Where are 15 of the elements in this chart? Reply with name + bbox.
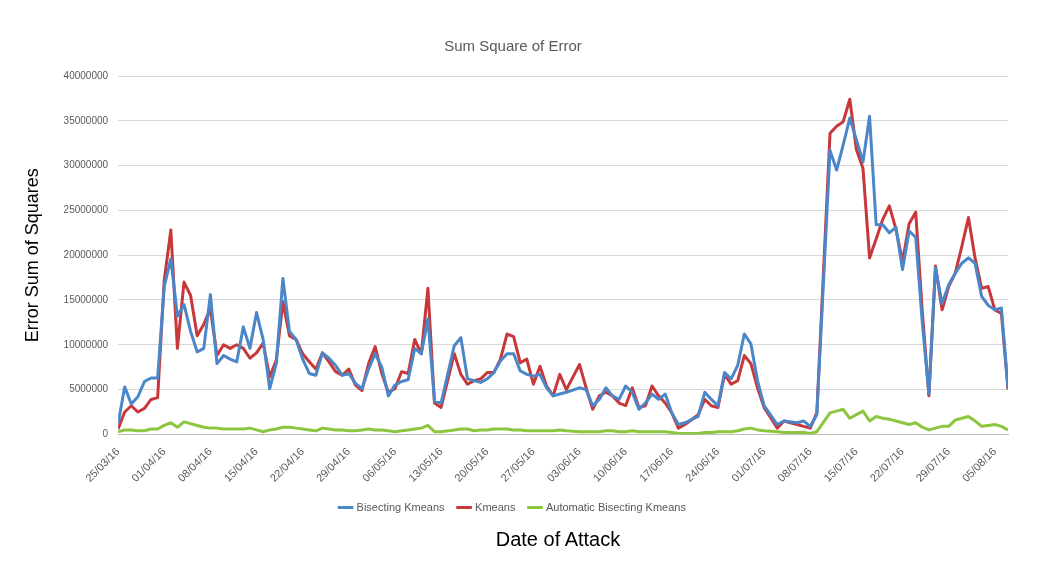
y-tick-label: 0 [102,428,109,440]
legend-label: Automatic Bisecting Kmeans [545,500,687,513]
y-tick-label: 40000000 [63,69,109,81]
y-tick-label: 15000000 [63,293,109,305]
y-tick-label: 20000000 [63,248,109,260]
y-tick-label: 5000000 [69,383,109,395]
y-tick-label: 35000000 [63,114,109,126]
y-axis-title: Error Sum of Squares [21,168,42,343]
legend-label: Kmeans [475,500,516,513]
y-tick-label: 25000000 [63,204,109,216]
legend-label: Bisecting Kmeans [356,500,446,513]
x-axis-title: Date of Attack [494,528,622,551]
chart-title: Sum Square of Error [444,37,582,55]
y-tick-label: 30000000 [63,159,109,171]
y-tick-label: 10000000 [63,338,109,350]
